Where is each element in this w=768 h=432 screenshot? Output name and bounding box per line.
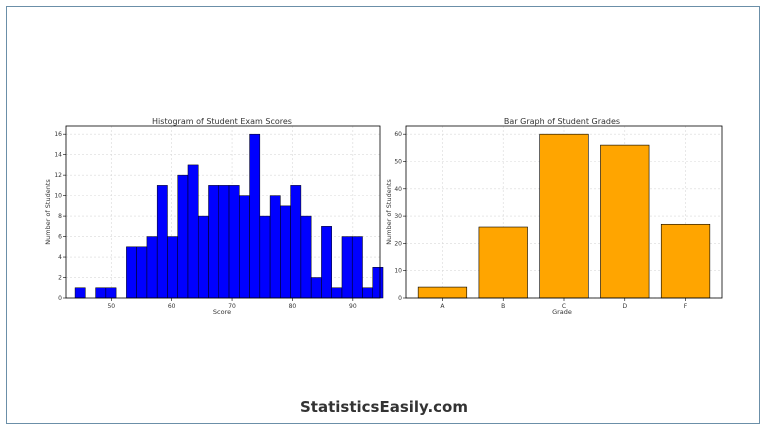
histogram-y-tick-label: 0 [58, 295, 62, 302]
grades-y-tick-label: 30 [394, 213, 402, 220]
histogram-x-ticks: 50 60 70 80 90 [107, 298, 357, 310]
grades-bar-b [478, 226, 528, 299]
histogram-y-tick-label: 16 [54, 131, 62, 138]
histogram-plot-frame [65, 125, 381, 299]
histogram-y-tick-label: 12 [54, 172, 62, 179]
grades-y-axis-label: Number of Students [385, 179, 393, 245]
grades-x-tick-label: C [562, 303, 566, 310]
histogram-x-axis-label: Score [213, 308, 231, 316]
grades-y-tick-label: 50 [394, 158, 402, 165]
grades-y-tick-label: 0 [398, 295, 402, 302]
histogram-bars [74, 133, 384, 299]
grades-y-ticks: 0 10 20 30 40 50 60 [394, 131, 406, 302]
grades-bar-d [600, 144, 650, 299]
grades-x-tick-label: B [501, 303, 505, 310]
histogram-x-tick-label: 50 [107, 303, 115, 310]
footer-brand: StatisticsEasily.com [300, 398, 468, 416]
grades-bar-f [660, 223, 711, 299]
grades-x-tick-label: F [684, 303, 688, 310]
histogram-y-tick-label: 6 [58, 234, 62, 241]
histogram-y-axis-label: Number of Students [44, 179, 52, 245]
histogram-x-tick-label: 80 [289, 303, 297, 310]
histogram-y-ticks: 0 2 4 6 8 10 12 14 16 [54, 131, 66, 302]
grades-y-tick-label: 60 [394, 131, 402, 138]
histogram-x-tick-label: 60 [168, 303, 176, 310]
grades-bar-c [539, 133, 589, 299]
histogram-y-tick-label: 8 [58, 213, 62, 220]
grades-y-tick-label: 20 [394, 240, 402, 247]
grades-x-tick-label: D [622, 303, 627, 310]
histogram-x-tick-label: 70 [228, 303, 236, 310]
histogram-y-tick-label: 14 [54, 152, 62, 159]
grades-x-tick-label: A [440, 303, 445, 310]
histogram-title: Histogram of Student Exam Scores [152, 117, 292, 126]
grades-y-tick-label: 40 [394, 186, 402, 193]
histogram-y-tick-label: 2 [58, 275, 62, 282]
histogram-y-tick-label: 4 [58, 254, 62, 261]
histogram-y-tick-label: 10 [54, 193, 62, 200]
grades-title: Bar Graph of Student Grades [504, 117, 620, 126]
grades-bar-a [417, 286, 468, 299]
histogram-x-tick-label: 90 [349, 303, 357, 310]
grades-bars [417, 133, 711, 299]
figure-frame [6, 6, 760, 424]
grades-x-axis-label: Grade [552, 308, 572, 316]
grades-y-tick-label: 10 [394, 268, 402, 275]
